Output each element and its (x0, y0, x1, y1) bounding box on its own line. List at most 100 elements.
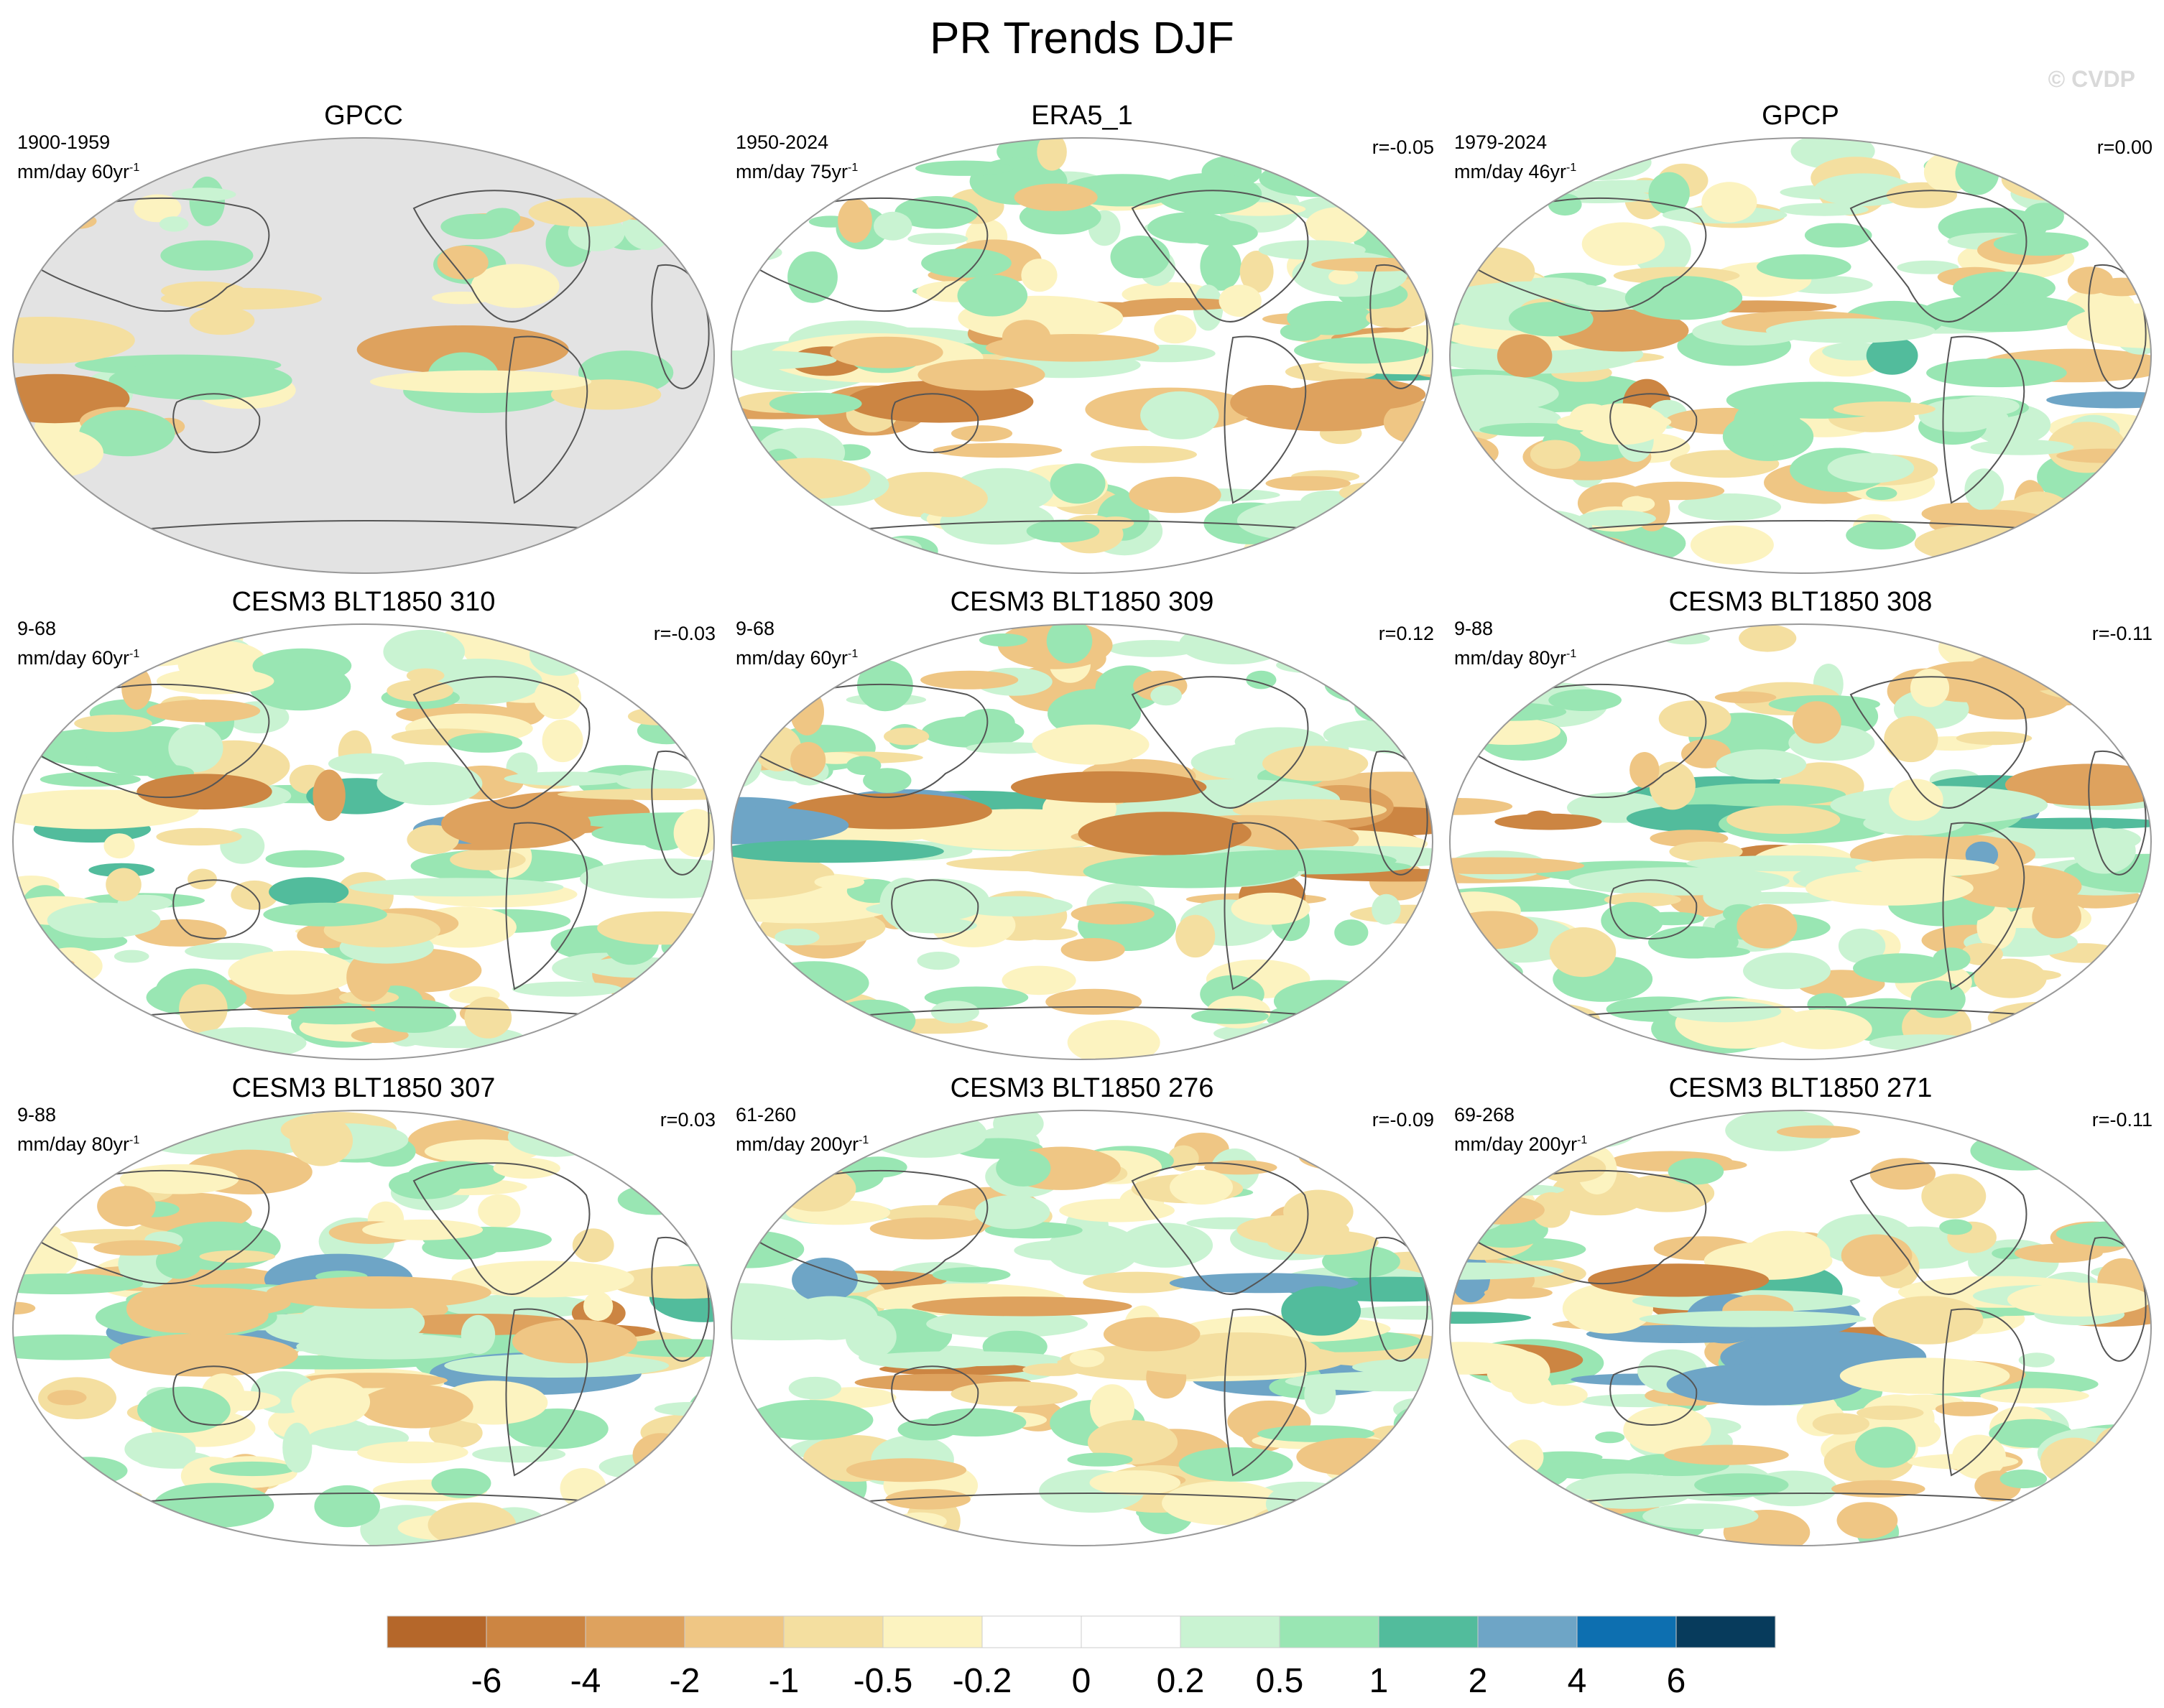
trend-contour (1117, 1222, 1213, 1268)
trend-contour (1757, 254, 1851, 279)
trend-contour (910, 480, 988, 517)
trend-contour (917, 952, 960, 970)
trend-contour (1960, 943, 2003, 965)
trend-contour (1257, 1425, 1375, 1442)
robinson-map (1449, 1110, 2152, 1546)
trend-contour (1701, 182, 1757, 223)
period-range: 1950-2024 (736, 131, 829, 153)
pattern-correlation: r=0.03 (660, 1109, 716, 1131)
pattern-correlation: r=0.12 (1378, 623, 1434, 644)
trend-contour (769, 392, 862, 415)
trend-contour (124, 1432, 196, 1466)
trend-contour (179, 984, 228, 1034)
trend-contour (249, 662, 351, 711)
trend-contour (1479, 422, 1584, 437)
trend-contour (1703, 882, 1764, 912)
trend-contour (1150, 685, 1182, 706)
trend-contour (1219, 284, 1262, 317)
trend-contour (933, 442, 1063, 458)
coastline (1942, 1308, 2025, 1477)
trend-contour (431, 1468, 491, 1498)
period-range: 69-268 (1454, 1104, 1515, 1125)
trend-contour (1140, 391, 1219, 440)
panel-title: GPCP (1762, 101, 1839, 131)
trend-contour (172, 187, 236, 202)
colorbar-box (1576, 1615, 1677, 1648)
panel-period: 9-68 mm/day 60yr-1 (736, 616, 858, 671)
trend-contour (1624, 276, 1743, 320)
trend-contour (920, 670, 1019, 690)
trend-contour (1739, 624, 1797, 652)
trend-units: mm/day 200yr-1 (736, 1133, 869, 1155)
map-panel: CESM3 BLT1850 276 61-260 mm/day 200yr-1 r=-… (730, 1073, 1434, 1561)
trend-contour (1293, 337, 1429, 364)
trend-contour (1050, 463, 1106, 504)
trend-contour (1595, 1431, 1625, 1444)
trend-contour (1855, 858, 1999, 877)
trend-contour (1658, 700, 1731, 738)
trend-contour (957, 274, 1028, 317)
period-range: 61-260 (736, 1104, 797, 1125)
trend-contour (168, 724, 223, 772)
trend-contour (1232, 799, 1387, 821)
trend-contour (921, 248, 1012, 278)
trend-contour (1262, 746, 1369, 781)
trend-contour (443, 1294, 598, 1319)
trend-contour (869, 1217, 986, 1240)
trend-contour (849, 1156, 907, 1178)
trend-contour (1060, 938, 1125, 962)
trend-contour (209, 1461, 295, 1477)
trend-contour (1993, 232, 2089, 256)
trend-contour (616, 770, 698, 791)
colorbar-box (684, 1615, 785, 1648)
trend-contour (1694, 1473, 1789, 1497)
trend-contour (1953, 865, 2082, 909)
trend-contour (159, 216, 189, 232)
coastline (119, 520, 623, 532)
trend-units: mm/day 60yr-1 (17, 647, 140, 669)
trend-contour (160, 240, 254, 271)
trend-contour (1191, 1008, 1269, 1024)
trend-contour (986, 334, 1160, 362)
trend-contour (550, 379, 662, 410)
trend-contour (1283, 1189, 1354, 1234)
coastline (412, 676, 591, 809)
trend-contour (1964, 468, 2005, 511)
trend-contour (1639, 1310, 1867, 1327)
trend-contour (951, 425, 1013, 442)
trend-contour (1853, 953, 1949, 983)
trend-contour (1846, 521, 1916, 549)
trend-contour (199, 1250, 276, 1263)
colorbar-label: 2 (1469, 1662, 1488, 1700)
trend-contour (103, 833, 135, 859)
trend-contour (1622, 496, 1655, 512)
robinson-map (1449, 137, 2152, 574)
colorbar-label: 0.5 (1256, 1662, 1304, 1700)
coastline (1609, 1365, 1698, 1426)
trend-contour (1856, 1405, 1924, 1421)
coastline (1224, 1308, 1307, 1477)
trend-contour (1776, 1125, 1861, 1138)
robinson-map (1449, 623, 2152, 1060)
trend-contour (1812, 1413, 1870, 1435)
coastline (1131, 676, 1309, 809)
trend-contour (109, 1333, 298, 1377)
trend-units: mm/day 80yr-1 (1454, 647, 1577, 669)
panel-title: GPCC (324, 101, 403, 131)
trend-contour (1690, 525, 1774, 565)
trend-contour (731, 840, 944, 863)
trend-contour (615, 1339, 714, 1357)
trend-contour (1372, 894, 1401, 925)
colorbar-box (1675, 1615, 1776, 1648)
coastline (25, 197, 270, 312)
trend-contour (188, 868, 217, 890)
trend-contour (265, 850, 345, 868)
trend-contour (1335, 1306, 1433, 1320)
coastline (412, 190, 591, 322)
trend-contour (444, 1353, 670, 1378)
trend-contour (1601, 901, 1664, 939)
coastline (744, 197, 989, 312)
coastline (1462, 1169, 1707, 1285)
trend-contour (1046, 1224, 1140, 1276)
trend-contour (504, 771, 626, 786)
